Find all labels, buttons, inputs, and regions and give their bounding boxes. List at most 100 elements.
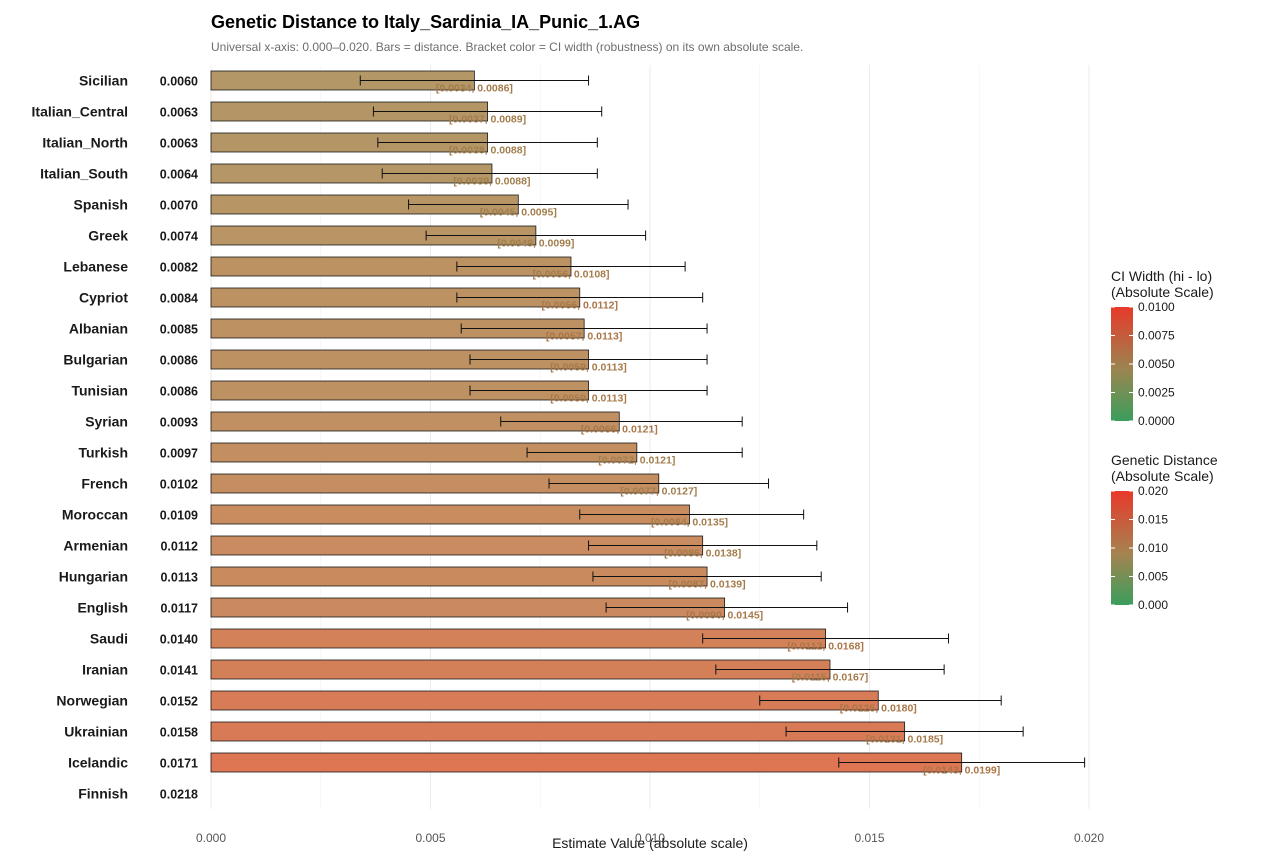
category-label: Saudi bbox=[90, 631, 128, 647]
ci-label: [0.0038, 0.0088] bbox=[449, 145, 526, 157]
ci-label: [0.0037, 0.0089] bbox=[449, 114, 526, 126]
value-label: 0.0218 bbox=[160, 788, 198, 802]
grid-lines bbox=[210, 65, 1090, 809]
value-label: 0.0084 bbox=[160, 292, 198, 306]
value-label: 0.0074 bbox=[160, 230, 198, 244]
value-label: 0.0152 bbox=[160, 695, 198, 709]
ci-label: [0.0077, 0.0127] bbox=[620, 486, 697, 498]
value-label: 0.0060 bbox=[160, 75, 198, 89]
ci-width-legend: CI Width (hi - lo)(Absolute Scale)0.0100… bbox=[1111, 268, 1214, 428]
value-label: 0.0064 bbox=[160, 168, 198, 182]
category-label: Cypriot bbox=[79, 290, 128, 306]
category-label: Greek bbox=[88, 228, 128, 244]
bars bbox=[210, 70, 963, 773]
ci-label: [0.0056, 0.0108] bbox=[532, 269, 609, 281]
legend-colorbar bbox=[1111, 307, 1133, 421]
chart-title: Genetic Distance to Italy_Sardinia_IA_Pu… bbox=[211, 12, 640, 32]
x-tick-label: 0.020 bbox=[1074, 831, 1104, 845]
value-label: 0.0063 bbox=[160, 137, 198, 151]
category-label: Syrian bbox=[85, 414, 128, 430]
labels: Sicilian 0.0060 [0.0034, 0.0086] Italian_Ce… bbox=[32, 73, 1001, 802]
ci-label: [0.0056, 0.0112] bbox=[542, 300, 618, 312]
legend-tick-label: 0.020 bbox=[1138, 484, 1168, 498]
category-label: Finnish bbox=[78, 786, 128, 802]
category-label: Armenian bbox=[63, 538, 128, 554]
category-label: Lebanese bbox=[63, 259, 128, 275]
legend-tick-label: 0.0075 bbox=[1138, 329, 1175, 343]
ci-label: [0.0057, 0.0113] bbox=[546, 331, 622, 343]
ci-label: [0.0112, 0.0168] bbox=[787, 641, 863, 653]
legend-title: (Absolute Scale) bbox=[1111, 284, 1214, 300]
value-label: 0.0117 bbox=[160, 602, 198, 616]
ci-label: [0.0072, 0.0121] bbox=[598, 455, 675, 467]
category-label: Iranian bbox=[82, 662, 128, 678]
x-tick-label: 0.000 bbox=[196, 831, 226, 845]
value-label: 0.0085 bbox=[160, 323, 198, 337]
legends: CI Width (hi - lo)(Absolute Scale)0.0100… bbox=[1111, 268, 1218, 612]
ci-label: [0.0034, 0.0086] bbox=[436, 83, 513, 95]
ci-label: [0.0086, 0.0138] bbox=[664, 548, 741, 560]
category-label: Sicilian bbox=[79, 73, 128, 89]
ci-label: [0.0049, 0.0099] bbox=[497, 238, 574, 250]
legend-title: (Absolute Scale) bbox=[1111, 468, 1214, 484]
ci-label: [0.0125, 0.0180] bbox=[840, 703, 917, 715]
value-label: 0.0063 bbox=[160, 106, 198, 120]
legend-tick-label: 0.015 bbox=[1138, 513, 1168, 527]
value-label: 0.0086 bbox=[160, 385, 198, 399]
category-label: Turkish bbox=[78, 445, 128, 461]
legend-tick-label: 0.0100 bbox=[1138, 300, 1175, 314]
legend-tick-label: 0.000 bbox=[1138, 598, 1168, 612]
category-label: Bulgarian bbox=[63, 352, 128, 368]
value-label: 0.0141 bbox=[160, 664, 198, 678]
chart-subtitle: Universal x-axis: 0.000–0.020. Bars = di… bbox=[211, 40, 803, 54]
x-axis-title: Estimate Value (absolute scale) bbox=[552, 835, 748, 851]
ci-label: [0.0087, 0.0139] bbox=[669, 579, 746, 591]
error-bars bbox=[359, 75, 1086, 768]
category-label: Italian_South bbox=[40, 166, 128, 182]
legend-colorbar bbox=[1111, 491, 1133, 605]
x-axis: 0.000 0.005 0.010 0.015 0.020 bbox=[196, 831, 1104, 845]
x-tick-label: 0.005 bbox=[415, 831, 445, 845]
ci-label: [0.0090, 0.0145] bbox=[686, 610, 763, 622]
legend-tick-label: 0.0025 bbox=[1138, 386, 1175, 400]
legend-tick-label: 0.010 bbox=[1138, 541, 1168, 555]
ci-label: [0.0039, 0.0088] bbox=[453, 176, 530, 188]
ci-label: [0.0059, 0.0113] bbox=[550, 393, 626, 405]
category-label: Spanish bbox=[74, 197, 128, 213]
ci-label: [0.0131, 0.0185] bbox=[866, 734, 943, 746]
value-label: 0.0140 bbox=[160, 633, 198, 647]
legend-title: Genetic Distance bbox=[1111, 452, 1218, 468]
value-label: 0.0082 bbox=[160, 261, 198, 275]
category-label: Tunisian bbox=[71, 383, 128, 399]
category-label: French bbox=[81, 476, 128, 492]
category-label: Moroccan bbox=[62, 507, 128, 523]
category-label: Italian_Central bbox=[32, 104, 128, 120]
value-label: 0.0158 bbox=[160, 726, 198, 740]
category-label: Icelandic bbox=[68, 755, 128, 771]
category-label: Albanian bbox=[69, 321, 128, 337]
value-label: 0.0086 bbox=[160, 354, 198, 368]
legend-tick-label: 0.0000 bbox=[1138, 414, 1175, 428]
ci-label: [0.0115, 0.0167] bbox=[792, 672, 868, 684]
ci-label: [0.0143, 0.0199] bbox=[923, 765, 1000, 777]
category-label: Ukrainian bbox=[64, 724, 128, 740]
x-tick-label: 0.010 bbox=[635, 831, 665, 845]
x-tick-label: 0.015 bbox=[854, 831, 884, 845]
legend-tick-label: 0.0050 bbox=[1138, 357, 1175, 371]
legend-title: CI Width (hi - lo) bbox=[1111, 268, 1212, 284]
value-label: 0.0109 bbox=[160, 509, 198, 523]
ci-label: [0.0045, 0.0095] bbox=[480, 207, 557, 219]
category-label: Hungarian bbox=[59, 569, 128, 585]
value-label: 0.0097 bbox=[160, 447, 198, 461]
value-label: 0.0093 bbox=[160, 416, 198, 430]
category-label: Italian_North bbox=[42, 135, 128, 151]
legend-tick-label: 0.005 bbox=[1138, 570, 1168, 584]
ci-label: [0.0084, 0.0135] bbox=[651, 517, 728, 529]
value-label: 0.0112 bbox=[160, 540, 198, 554]
value-label: 0.0171 bbox=[160, 757, 198, 771]
value-label: 0.0070 bbox=[160, 199, 198, 213]
category-label: Norwegian bbox=[56, 693, 128, 709]
ci-label: [0.0066, 0.0121] bbox=[581, 424, 658, 436]
ci-label: [0.0059, 0.0113] bbox=[550, 362, 626, 374]
